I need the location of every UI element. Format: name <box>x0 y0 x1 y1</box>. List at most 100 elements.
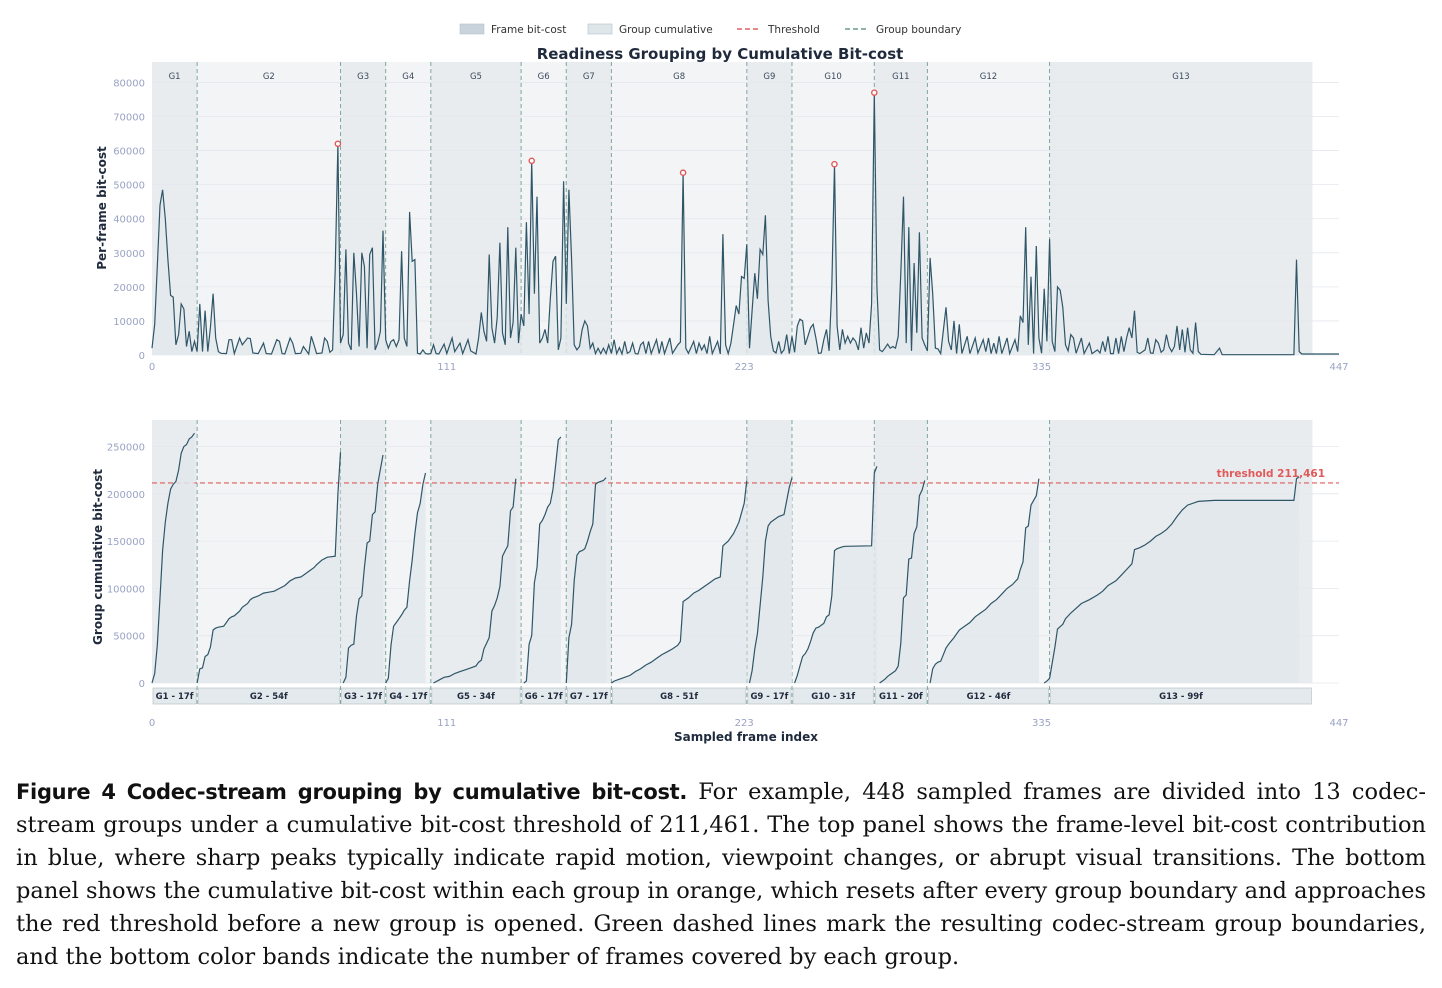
cumulative-area <box>433 478 516 683</box>
legend-item: Threshold <box>737 24 820 36</box>
cumulative-line <box>385 472 427 684</box>
x-tick-label: 223 <box>735 362 754 373</box>
group-label: G4 <box>402 72 414 82</box>
group-label: G8 <box>673 72 685 82</box>
frame-count-band <box>566 687 611 705</box>
frame-count-label: G11 - 20f <box>879 692 923 702</box>
y-tick-label: 20000 <box>113 283 145 294</box>
cumulative-area <box>1044 476 1300 683</box>
group-label: G7 <box>583 72 595 82</box>
cumulative-area <box>566 477 607 683</box>
y-tick-label: 50000 <box>113 632 145 643</box>
legend-label: Group cumulative <box>619 24 713 36</box>
x-tick-label: 111 <box>437 362 456 373</box>
figure-caption: Figure 4 Codec-stream grouping by cumula… <box>16 776 1426 974</box>
y-tick-label: 150000 <box>107 537 145 548</box>
cumulative-line <box>1043 476 1300 684</box>
group-background <box>927 62 1050 355</box>
legend-swatch <box>587 23 613 35</box>
frame-count-band <box>386 687 431 705</box>
frame-count-label: G5 - 34f <box>457 692 495 702</box>
cumulative-line <box>196 452 342 684</box>
group-label: G11 <box>892 72 909 82</box>
legend-swatch <box>459 23 485 35</box>
cumulative-line <box>151 432 195 684</box>
y-tick-label: 10000 <box>113 317 145 328</box>
legend-label: Threshold <box>767 24 820 36</box>
cumulative-line <box>342 454 384 684</box>
y-tick-label: 70000 <box>113 113 145 124</box>
x-tick-label: 0 <box>149 718 155 729</box>
cumulative-area <box>930 478 1039 683</box>
cumulative-area <box>794 466 877 683</box>
figure: Frame bit-cost Group cumulative Threshold G… <box>91 23 1349 744</box>
x-tick-label: 447 <box>1329 718 1348 729</box>
cumulative-area <box>749 477 792 683</box>
x-tick-label: 111 <box>437 718 456 729</box>
frame-count-label: G12 - 46f <box>967 692 1011 702</box>
legend-item: Frame bit-cost <box>459 23 566 36</box>
threshold-label: threshold 211,461 <box>1217 468 1325 480</box>
y-tick-label: 30000 <box>113 249 145 260</box>
peak-marker <box>870 89 878 96</box>
cumulative-line <box>929 478 1040 684</box>
cumulative-line <box>748 477 793 684</box>
group-background <box>197 62 341 355</box>
group-background <box>566 62 612 355</box>
peak-marker <box>679 169 687 177</box>
frame-count-band <box>874 687 927 705</box>
bottom-y-axis-label: Group cumulative bit-cost <box>91 469 105 645</box>
frame-count-label: G2 - 54f <box>250 692 288 702</box>
bitcost-line <box>151 92 1339 357</box>
legend: Frame bit-cost Group cumulative Threshold G… <box>459 23 961 36</box>
legend-item: Group boundary <box>845 24 961 36</box>
frame-count-label: G8 - 51f <box>660 692 698 702</box>
cumulative-line <box>611 480 748 684</box>
bottom-panel: 0 50000 100000 150000 200000 250000 0 111 223 335… <box>107 420 1349 729</box>
frame-count-band <box>431 687 521 705</box>
group-label: G9 <box>763 72 775 82</box>
cumulative-area <box>343 455 384 683</box>
group-label: G10 <box>824 72 841 82</box>
cumulative-line <box>565 477 607 684</box>
caption-label: Figure 4 Codec-stream grouping by cumula… <box>16 780 688 804</box>
x-tick-label: 223 <box>735 718 754 729</box>
y-tick-label: 80000 <box>113 78 145 89</box>
bitcost-area <box>152 92 1339 355</box>
x-axis-label: Sampled frame index <box>674 730 818 744</box>
frame-count-band <box>341 687 386 705</box>
x-tick-label: 335 <box>1032 718 1051 729</box>
cumulative-line <box>794 466 878 684</box>
cumulative-line <box>523 436 562 684</box>
group-label: G3 <box>357 72 369 82</box>
y-tick-label: 200000 <box>107 490 145 501</box>
frame-count-label: G7 - 17f <box>570 692 608 702</box>
top-panel: 0 10000 20000 30000 40000 50000 60000 70000 8000… <box>113 62 1349 373</box>
peak-marker <box>334 140 342 148</box>
frame-count-label: G4 - 17f <box>389 692 427 702</box>
cumulative-area <box>611 480 747 683</box>
cumulative-area <box>197 452 341 683</box>
frame-count-band <box>521 687 566 705</box>
frame-count-band <box>747 687 792 705</box>
frame-count-band <box>792 687 874 705</box>
frame-count-band <box>197 687 340 705</box>
frame-count-label: G3 - 17f <box>344 692 382 702</box>
y-tick-label: 250000 <box>107 442 145 453</box>
cumulative-line <box>879 480 926 684</box>
caption-text: For example, 448 sampled frames are divi… <box>16 779 1427 970</box>
frame-count-band <box>612 687 747 705</box>
group-label: G6 <box>538 72 550 82</box>
legend-label: Frame bit-cost <box>491 24 566 36</box>
peak-marker <box>528 157 536 165</box>
legend-label: Group boundary <box>876 24 961 36</box>
frame-count-label: G13 - 99f <box>1159 692 1203 702</box>
frame-count-label: G9 - 17f <box>750 692 788 702</box>
x-tick-label: 0 <box>149 362 155 373</box>
cumulative-line <box>433 478 517 684</box>
group-label: G5 <box>470 72 482 82</box>
frame-count-band <box>1050 687 1312 705</box>
top-y-axis-label: Per-frame bit-cost <box>95 146 109 270</box>
frame-count-band <box>928 687 1049 705</box>
cumulative-area <box>879 480 925 683</box>
